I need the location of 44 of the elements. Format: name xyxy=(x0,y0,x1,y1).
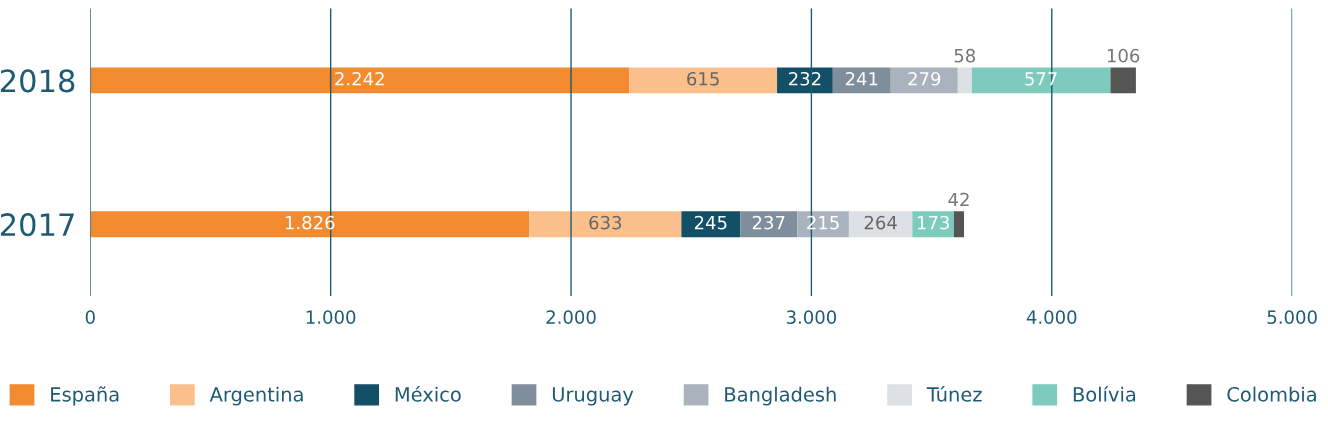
data-label: 633 xyxy=(589,215,622,230)
legend-label: España xyxy=(51,386,119,406)
x-tick-label: 5.000 xyxy=(1267,310,1317,324)
bar xyxy=(777,67,833,94)
legend-label: Uruguay xyxy=(552,387,634,406)
bar xyxy=(629,67,778,94)
legend-label: Túnez xyxy=(926,385,982,402)
legend-label: Argentina xyxy=(209,386,303,406)
bar xyxy=(90,67,630,94)
data-label: 615 xyxy=(687,71,719,86)
bar xyxy=(912,211,954,238)
data-label: 58 xyxy=(954,48,976,63)
legend-label: Bolívia xyxy=(1073,385,1136,402)
bar xyxy=(1110,67,1136,94)
bar xyxy=(957,67,972,94)
x-tick-label: 4.000 xyxy=(1026,310,1077,324)
data-label: 264 xyxy=(864,215,897,230)
y-tick-label: 2017 xyxy=(0,213,74,237)
bar xyxy=(832,67,891,94)
bar xyxy=(529,211,682,238)
x-tick-label: 2.000 xyxy=(546,310,596,324)
data-label: 245 xyxy=(694,215,727,230)
data-label: 106 xyxy=(1107,48,1140,63)
data-label: 2.242 xyxy=(335,71,384,86)
data-label: 237 xyxy=(752,215,785,230)
legend-label: México xyxy=(395,385,461,402)
x-tick-label: 1.000 xyxy=(306,310,356,324)
x-tick-label: 0 xyxy=(85,310,95,324)
y-tick-label: 2018 xyxy=(0,69,75,93)
data-label: 173 xyxy=(917,215,949,230)
legend-label: Colombia xyxy=(1227,386,1316,402)
bar xyxy=(953,211,965,238)
bar xyxy=(681,211,741,238)
data-label: 241 xyxy=(845,71,878,86)
bar xyxy=(740,211,798,238)
bar xyxy=(848,211,913,238)
bar xyxy=(90,211,530,238)
data-label: 232 xyxy=(789,71,821,86)
data-label: 42 xyxy=(948,192,969,207)
x-tick-label: 3.000 xyxy=(786,310,837,324)
bar xyxy=(890,67,958,94)
data-label: 279 xyxy=(908,71,941,86)
bar xyxy=(971,67,1111,94)
legend-label: Bangladesh xyxy=(725,386,836,406)
